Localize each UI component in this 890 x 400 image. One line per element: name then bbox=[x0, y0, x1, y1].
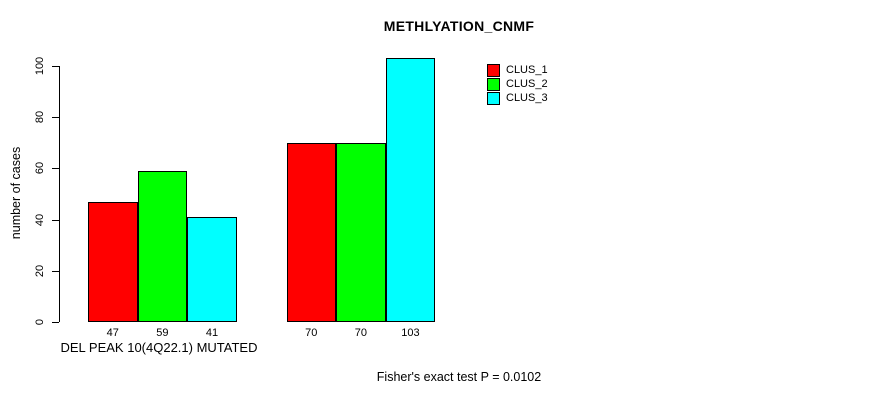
y-axis-tick-label: 80 bbox=[34, 111, 46, 124]
y-axis-tick bbox=[51, 219, 59, 221]
bar-clus_1-group1 bbox=[88, 201, 138, 322]
y-axis-tick bbox=[51, 322, 59, 323]
y-axis-tick-label: 40 bbox=[34, 213, 46, 226]
y-axis-tick bbox=[51, 66, 59, 67]
stat-annotation: Fisher's exact test P = 0.0102 bbox=[376, 370, 542, 384]
legend-label: CLUS_3 bbox=[506, 92, 548, 104]
x-axis-label: DEL PEAK 10(4Q22.1) MUTATED bbox=[60, 340, 258, 355]
y-axis-tick-label: 100 bbox=[34, 56, 46, 76]
bar-clus_3-group2 bbox=[385, 58, 436, 322]
legend-item-clus_1: CLUS_1 bbox=[487, 63, 548, 77]
bar-value-label: 70 bbox=[305, 327, 318, 339]
legend-label: CLUS_2 bbox=[506, 78, 548, 90]
bar-value-label: 47 bbox=[106, 327, 119, 339]
y-axis-label: number of cases bbox=[9, 146, 23, 240]
bar-clus_2-group1 bbox=[137, 170, 188, 322]
bar-clus_3-group1 bbox=[187, 217, 237, 322]
legend-swatch-icon bbox=[487, 63, 500, 77]
y-axis-tick-label: 0 bbox=[34, 318, 46, 326]
bar-value-label: 70 bbox=[354, 327, 368, 339]
y-axis-tick-label: 20 bbox=[34, 264, 46, 277]
y-axis-tick bbox=[51, 117, 59, 119]
legend-swatch-icon bbox=[487, 77, 500, 91]
bar-clus_1-group2 bbox=[286, 142, 337, 322]
chart-title: METHLYATION_CNMF bbox=[383, 18, 535, 34]
legend: CLUS_1 CLUS_2 CLUS_3 bbox=[487, 63, 548, 105]
y-axis-tick bbox=[51, 270, 59, 272]
legend-label: CLUS_1 bbox=[506, 64, 548, 76]
bar-value-label: 59 bbox=[156, 327, 169, 339]
bar-value-label: 41 bbox=[205, 327, 219, 339]
y-axis-line bbox=[58, 66, 60, 322]
legend-item-clus_2: CLUS_2 bbox=[487, 77, 548, 91]
y-axis-tick bbox=[51, 168, 59, 170]
y-axis-tick-label: 60 bbox=[34, 162, 46, 175]
bar-value-label: 103 bbox=[401, 327, 420, 339]
legend-item-clus_3: CLUS_3 bbox=[487, 91, 548, 105]
bar-clus_2-group2 bbox=[336, 142, 386, 322]
legend-swatch-icon bbox=[487, 91, 500, 105]
